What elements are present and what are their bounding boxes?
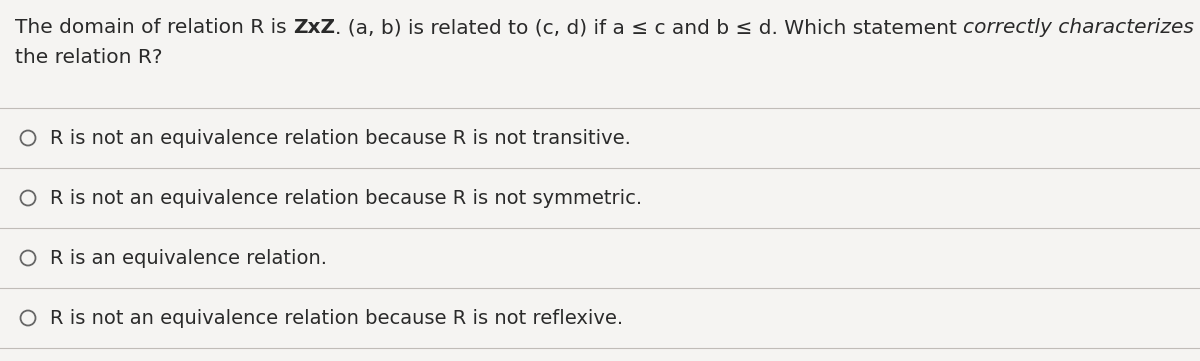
Text: R is not an equivalence relation because R is not reflexive.: R is not an equivalence relation because… [50, 309, 623, 327]
Text: the relation R?: the relation R? [14, 48, 162, 67]
Text: . (a, b) is related to (c, d) if a ≤ c and b ≤ d. Which statement: . (a, b) is related to (c, d) if a ≤ c a… [335, 18, 964, 37]
Text: ZxZ: ZxZ [293, 18, 335, 37]
Text: The domain of relation R is: The domain of relation R is [14, 18, 293, 37]
Text: R is an equivalence relation.: R is an equivalence relation. [50, 248, 326, 268]
Text: R is not an equivalence relation because R is not symmetric.: R is not an equivalence relation because… [50, 188, 642, 208]
Text: R is not an equivalence relation because R is not transitive.: R is not an equivalence relation because… [50, 129, 631, 148]
Text: correctly characterizes: correctly characterizes [964, 18, 1194, 37]
